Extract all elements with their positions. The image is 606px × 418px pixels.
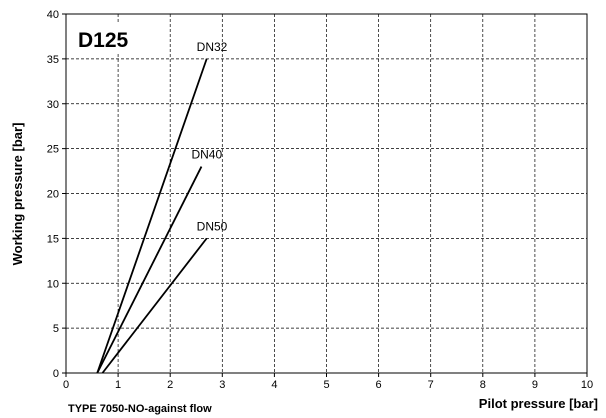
x-tick-label: 8	[480, 379, 486, 391]
x-tick-label: 9	[532, 379, 538, 391]
subtitle: TYPE 7050-NO-against flow	[68, 403, 212, 415]
y-tick-label: 35	[47, 54, 59, 66]
y-tick-label: 15	[47, 233, 59, 245]
series-line	[96, 58, 208, 374]
x-tick-label: 4	[271, 379, 277, 391]
y-tick-label: 40	[47, 9, 59, 21]
y-tick-label: 30	[47, 99, 59, 111]
x-axis-label: Pilot pressure [bar]	[479, 396, 598, 411]
x-tick-label: 5	[323, 379, 329, 391]
series-line	[96, 166, 203, 374]
x-tick-label: 10	[581, 379, 593, 391]
plot-frame	[65, 13, 588, 374]
x-tick-label: 1	[115, 379, 121, 391]
y-axis-label: Working pressure [bar]	[10, 123, 25, 266]
series-label: DN40	[191, 148, 222, 162]
y-tick-label: 20	[47, 189, 59, 201]
series-label: DN32	[197, 40, 228, 54]
x-tick-label: 3	[219, 379, 225, 391]
series-label: DN50	[197, 219, 228, 233]
y-tick-label: 5	[53, 323, 59, 335]
x-tick-label: 2	[167, 379, 173, 391]
y-tick-label: 10	[47, 278, 59, 290]
x-tick-label: 7	[428, 379, 434, 391]
x-tick-label: 6	[376, 379, 382, 391]
title-box	[74, 24, 154, 54]
series-line	[101, 237, 208, 374]
y-tick-label: 0	[53, 368, 59, 380]
chart-title: D125	[78, 29, 129, 52]
x-tick-label: 0	[63, 379, 69, 391]
y-tick-label: 25	[47, 144, 59, 156]
